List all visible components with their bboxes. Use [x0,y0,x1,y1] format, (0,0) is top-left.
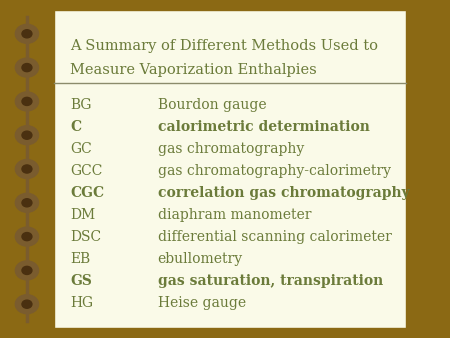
Circle shape [15,58,39,77]
Circle shape [15,295,39,314]
FancyBboxPatch shape [54,10,406,328]
Text: gas saturation, transpiration: gas saturation, transpiration [158,274,383,288]
Circle shape [15,227,39,246]
Circle shape [15,24,39,43]
Circle shape [22,199,32,207]
Circle shape [22,97,32,105]
Circle shape [22,165,32,173]
Circle shape [15,193,39,212]
Text: gas chromatography-calorimetry: gas chromatography-calorimetry [158,164,391,178]
Text: C: C [71,120,81,134]
Text: diaphram manometer: diaphram manometer [158,208,311,222]
Circle shape [22,266,32,274]
Text: GC: GC [71,142,92,156]
Circle shape [15,126,39,145]
Text: Bourdon gauge: Bourdon gauge [158,98,266,112]
Circle shape [22,64,32,72]
Text: A Summary of Different Methods Used to: A Summary of Different Methods Used to [71,39,378,53]
Text: Measure Vaporization Enthalpies: Measure Vaporization Enthalpies [71,63,317,76]
Text: differential scanning calorimeter: differential scanning calorimeter [158,230,392,244]
Text: DSC: DSC [71,230,102,244]
Circle shape [22,233,32,241]
Circle shape [15,92,39,111]
Text: HG: HG [71,296,94,310]
Circle shape [22,300,32,308]
Text: GS: GS [71,274,92,288]
Circle shape [15,160,39,178]
Text: ebullometry: ebullometry [158,252,243,266]
Text: DM: DM [71,208,95,222]
Text: GCC: GCC [71,164,103,178]
Text: EB: EB [71,252,91,266]
Text: CGC: CGC [71,186,104,200]
Text: Heise gauge: Heise gauge [158,296,246,310]
Circle shape [22,30,32,38]
Text: gas chromatography: gas chromatography [158,142,304,156]
Circle shape [22,131,32,139]
Circle shape [15,261,39,280]
Text: calorimetric determination: calorimetric determination [158,120,369,134]
Text: BG: BG [71,98,92,112]
Text: correlation gas chromatography: correlation gas chromatography [158,186,409,200]
